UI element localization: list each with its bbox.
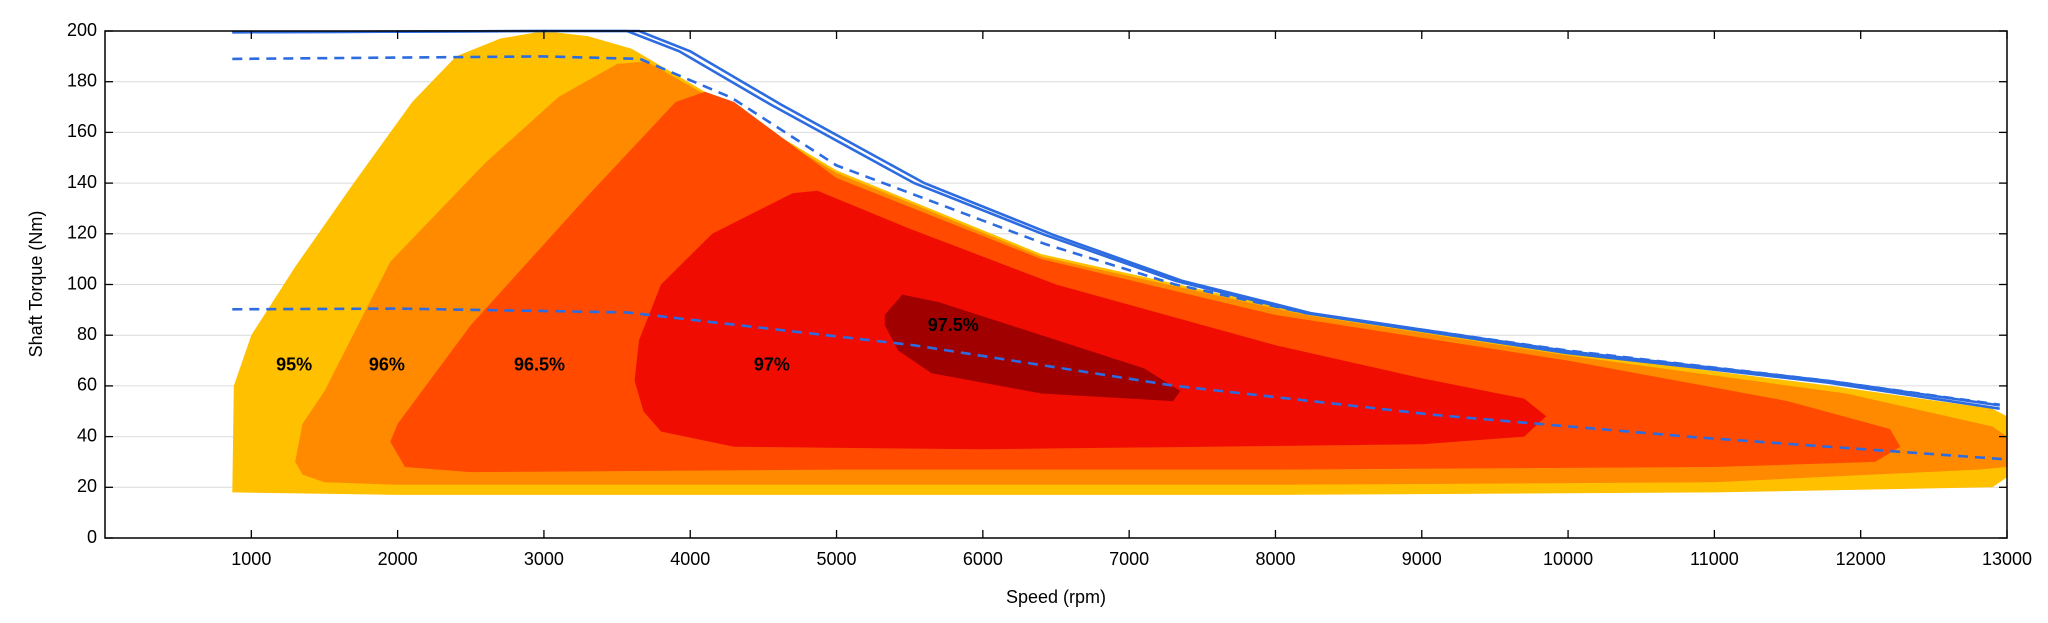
region-label: 97% bbox=[754, 354, 790, 374]
dashed-curve bbox=[232, 55, 2000, 406]
region-label: 96% bbox=[369, 354, 405, 374]
x-tick-label: 5000 bbox=[817, 549, 857, 569]
x-tick-label: 13000 bbox=[1982, 549, 2032, 569]
region-label: 96.5% bbox=[514, 354, 565, 374]
y-tick-label: 180 bbox=[67, 70, 97, 90]
region-label: 97.5% bbox=[928, 315, 979, 335]
y-tick-label: 120 bbox=[67, 223, 97, 243]
y-tick-label: 0 bbox=[87, 527, 97, 547]
x-tick-label: 6000 bbox=[963, 549, 1003, 569]
x-tick-label: 12000 bbox=[1836, 549, 1886, 569]
y-axis-label: Shaft Torque (Nm) bbox=[26, 211, 46, 358]
x-axis-label: Speed (rpm) bbox=[1006, 587, 1106, 607]
y-tick-label: 40 bbox=[77, 425, 97, 445]
x-tick-label: 10000 bbox=[1543, 549, 1593, 569]
x-tick-label: 8000 bbox=[1255, 549, 1295, 569]
x-tick-label: 11000 bbox=[1690, 549, 1739, 569]
y-tick-label: 140 bbox=[67, 172, 97, 192]
x-tick-label: 3000 bbox=[524, 549, 564, 569]
y-tick-label: 200 bbox=[67, 20, 97, 40]
y-tick-label: 60 bbox=[77, 375, 97, 395]
region-label: 95% bbox=[276, 354, 312, 374]
dashed-curve bbox=[232, 307, 2008, 461]
y-tick-label: 80 bbox=[77, 324, 97, 344]
y-tick-label: 20 bbox=[77, 476, 97, 496]
x-tick-label: 1000 bbox=[231, 549, 271, 569]
y-tick-label: 100 bbox=[67, 273, 97, 293]
x-tick-label: 7000 bbox=[1109, 549, 1149, 569]
y-tick-label: 160 bbox=[67, 121, 97, 141]
x-tick-label: 9000 bbox=[1402, 549, 1442, 569]
x-tick-label: 2000 bbox=[378, 549, 418, 569]
x-tick-label: 4000 bbox=[670, 549, 710, 569]
efficiency-region bbox=[884, 294, 1181, 402]
efficiency-region bbox=[634, 190, 1547, 450]
